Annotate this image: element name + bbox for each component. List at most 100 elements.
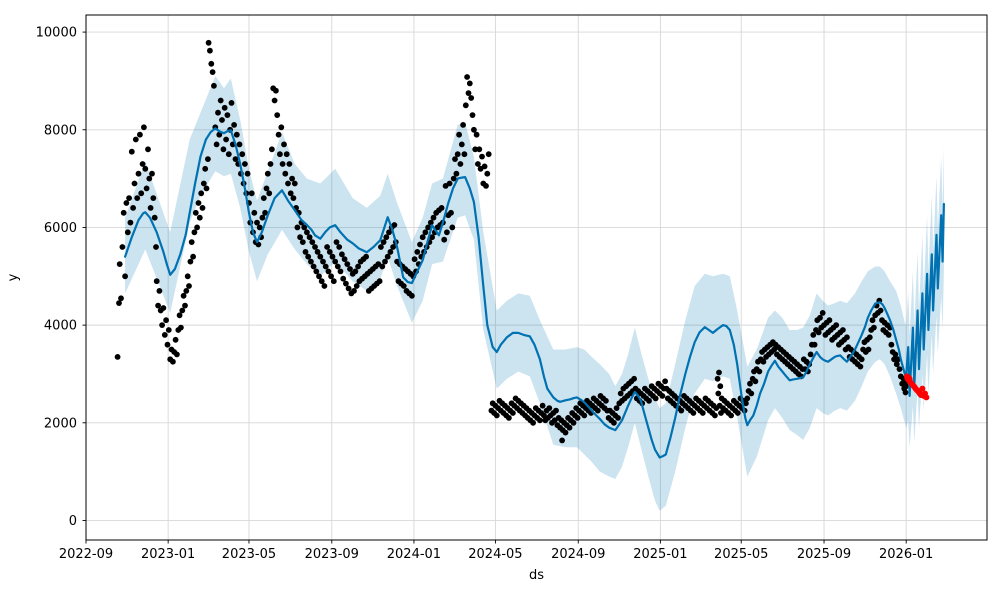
observation-point	[425, 224, 431, 231]
observation-point	[819, 310, 826, 316]
observation-point	[756, 368, 763, 375]
x-tick-label: 2024-09	[551, 547, 605, 562]
observation-point	[267, 161, 274, 167]
observation-point	[611, 419, 617, 426]
observation-point	[566, 424, 573, 431]
x-tick-label: 2023-09	[305, 547, 359, 562]
observation-point	[815, 329, 822, 336]
observation-point	[453, 170, 460, 177]
x-tick-label: 2026-01	[879, 547, 933, 562]
observation-point	[469, 112, 476, 118]
observation-point	[147, 205, 154, 211]
observation-point	[196, 214, 203, 221]
x-tick-label: 2025-01	[633, 547, 687, 562]
observation-point	[465, 90, 472, 96]
observation-point	[182, 302, 188, 309]
tick-marks	[82, 31, 907, 544]
observation-point	[464, 74, 470, 80]
observation-point	[382, 258, 388, 265]
observation-point	[208, 60, 215, 67]
observation-point	[603, 397, 609, 404]
observation-point	[857, 363, 864, 370]
observation-point	[728, 412, 734, 419]
observation-point	[289, 175, 295, 182]
observation-point	[400, 283, 407, 289]
observation-point	[378, 244, 384, 250]
observation-point	[384, 253, 391, 260]
observation-point	[203, 185, 210, 192]
observation-point	[256, 224, 263, 231]
observation-point	[308, 258, 314, 265]
observation-point	[468, 95, 475, 101]
observation-point	[225, 151, 232, 158]
observation-point	[475, 161, 481, 167]
observation-point	[411, 256, 418, 263]
observation-point	[126, 195, 132, 202]
observation-point	[452, 156, 458, 163]
tick-labels: 2022-09 2023-01 2023-05 2023-09 2024-01 2024-…	[36, 26, 934, 562]
observation-point	[215, 109, 221, 116]
observation-point	[306, 234, 313, 241]
observation-point	[351, 288, 357, 294]
observation-point	[160, 305, 167, 311]
observation-point	[213, 141, 220, 148]
observation-point	[326, 249, 333, 255]
observation-point	[269, 146, 275, 153]
observation-point	[716, 369, 722, 376]
observation-point	[312, 244, 318, 250]
observation-point	[893, 361, 900, 368]
observation-point	[341, 256, 348, 263]
observation-point	[251, 209, 258, 216]
observation-point	[287, 190, 294, 197]
observation-point	[460, 122, 466, 128]
observation-point	[833, 322, 840, 328]
observation-point	[146, 175, 153, 182]
observation-point	[817, 314, 823, 321]
observation-point	[885, 332, 892, 338]
observation-point	[271, 97, 278, 104]
y-tick-label: 0	[69, 514, 77, 529]
x-tick-label: 2024-05	[468, 547, 522, 562]
observation-point	[254, 219, 260, 226]
observation-point	[156, 288, 163, 294]
observation-point	[865, 346, 872, 353]
observation-point	[123, 200, 130, 206]
observation-point	[320, 258, 326, 265]
test-point	[919, 385, 926, 392]
observation-point	[810, 332, 817, 338]
observation-point	[446, 180, 453, 187]
observation-point	[811, 341, 818, 348]
observation-point	[138, 190, 145, 197]
observation-point	[631, 375, 637, 382]
observation-point	[678, 407, 685, 414]
observation-point	[471, 126, 477, 133]
observation-point	[347, 266, 353, 272]
observation-point	[337, 268, 344, 275]
observation-point	[190, 253, 197, 260]
observation-point	[690, 410, 697, 416]
observation-point	[479, 153, 485, 160]
observation-point	[562, 429, 569, 436]
observation-point	[615, 415, 621, 421]
observation-point	[174, 351, 180, 358]
observation-point	[891, 356, 897, 363]
observation-point	[546, 405, 553, 411]
plot-border	[85, 14, 988, 541]
observation-point	[260, 195, 267, 202]
observation-point	[179, 307, 186, 314]
observation-point	[314, 249, 321, 255]
observation-point	[329, 253, 336, 260]
observation-point	[223, 136, 230, 143]
observation-point	[151, 214, 158, 221]
y-tick-label: 2000	[44, 416, 77, 431]
observation-point	[202, 165, 209, 172]
observation-point	[458, 141, 465, 148]
observation-point	[613, 405, 620, 411]
observation-point	[301, 224, 308, 231]
observation-point	[472, 146, 479, 153]
observation-point	[449, 224, 456, 231]
observation-point	[888, 341, 895, 348]
observation-point	[419, 234, 426, 241]
observation-point	[659, 393, 666, 399]
